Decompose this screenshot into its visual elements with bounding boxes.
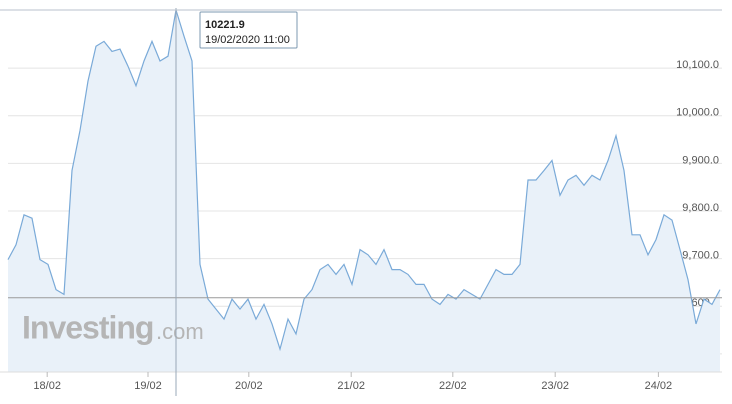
tooltip-value: 10221.9 <box>205 19 245 31</box>
line <box>7 9 721 352</box>
y-tick-label: 10,000.0 <box>676 107 719 119</box>
watermark-domain: .com <box>156 319 204 344</box>
y-tick-label: 9,800.0 <box>682 202 719 214</box>
area <box>8 10 720 372</box>
x-tick-label: 19/02 <box>134 380 162 392</box>
x-tick-label: 21/02 <box>337 380 365 392</box>
x-tick-label: 20/02 <box>235 380 263 392</box>
x-tick-label: 24/02 <box>645 380 673 392</box>
x-tick-label: 18/02 <box>33 380 61 392</box>
y-tick-label: 10,100.0 <box>676 59 719 71</box>
watermark-brand: Investing <box>22 309 153 345</box>
tooltip-date: 19/02/2020 11:00 <box>205 34 290 46</box>
watermark: Investing .com <box>22 309 204 345</box>
x-tick-label: 23/02 <box>541 380 569 392</box>
y-tick-label: 9,900.0 <box>682 154 719 166</box>
tooltip-box <box>199 11 298 49</box>
x-tick-label: 22/02 <box>439 380 467 392</box>
y-tick-label: 9,700.0 <box>682 250 719 262</box>
